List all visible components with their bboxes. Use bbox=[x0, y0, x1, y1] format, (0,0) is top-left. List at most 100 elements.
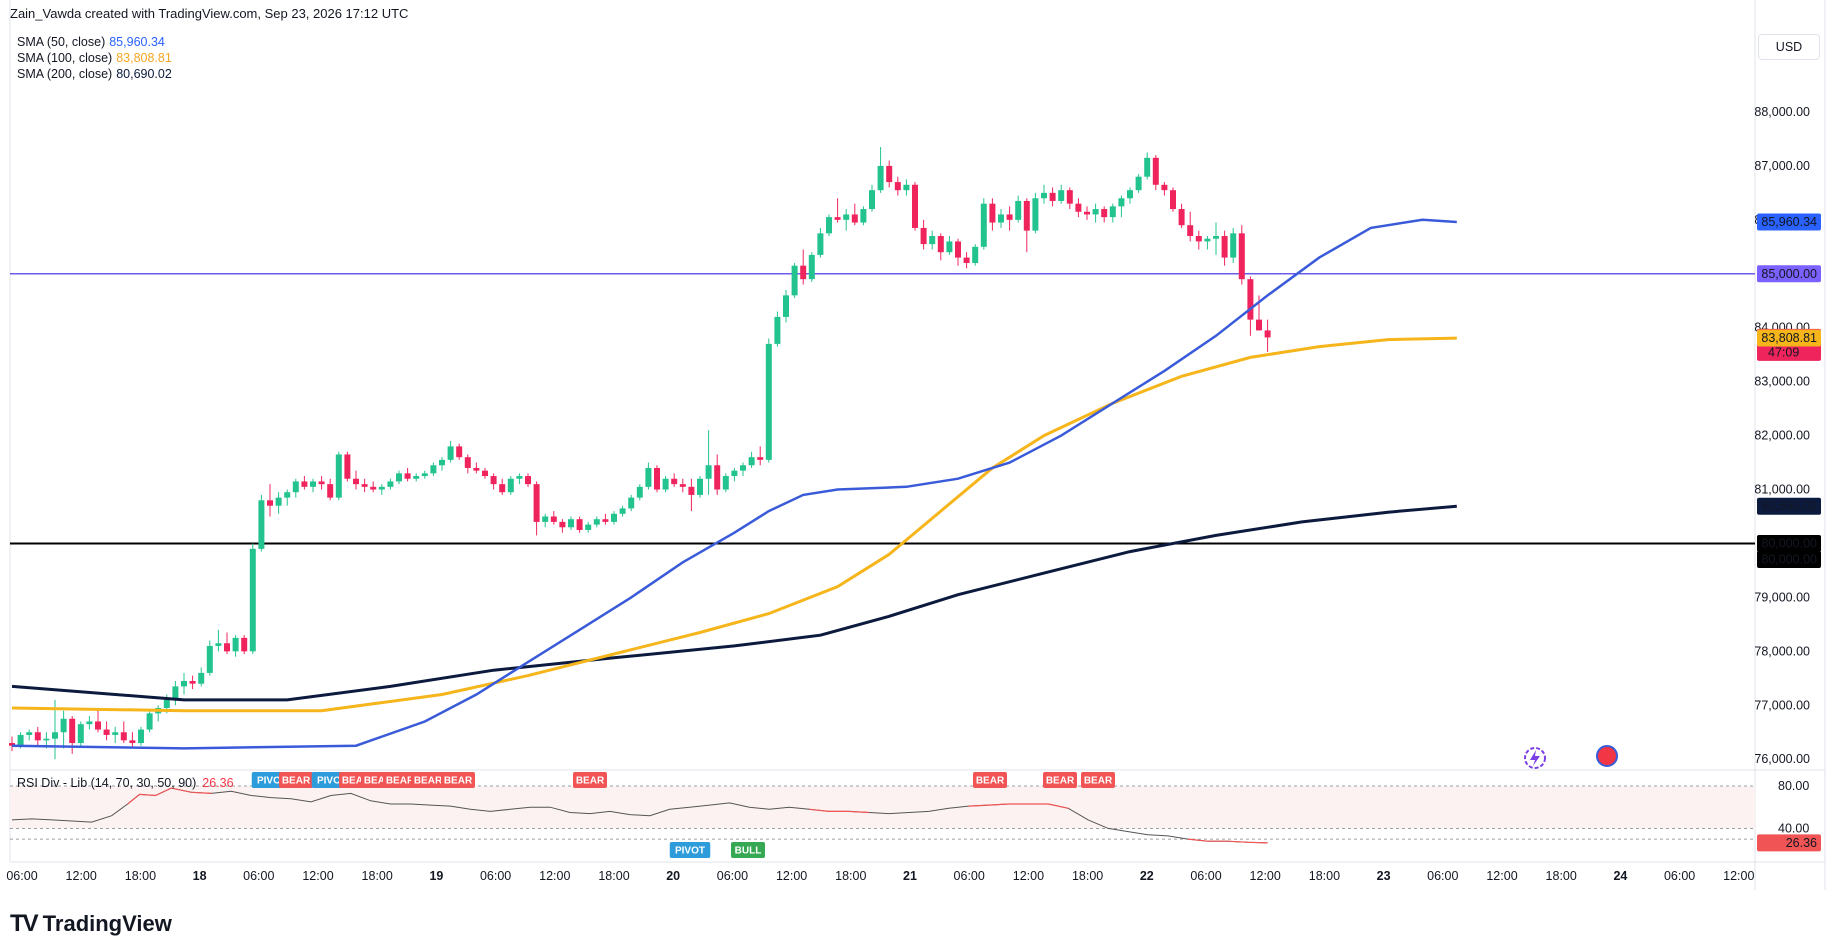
candle-body bbox=[1135, 176, 1142, 191]
legend-value: 80,690.02 bbox=[116, 67, 172, 81]
lightning-icon[interactable] bbox=[1522, 745, 1548, 771]
candle-body bbox=[60, 718, 67, 733]
candle-body bbox=[920, 227, 927, 245]
candle-body bbox=[120, 732, 127, 741]
candle-body bbox=[800, 265, 807, 280]
candle-body bbox=[550, 516, 557, 522]
x-tick-label: 18:00 bbox=[598, 869, 629, 883]
candle-body bbox=[1058, 190, 1065, 201]
candle-body bbox=[808, 254, 815, 280]
candle-body bbox=[1178, 209, 1185, 226]
rsi-signal-label: BEAR bbox=[1084, 776, 1113, 787]
candle-body bbox=[636, 486, 643, 498]
y-tick-label: 77,000.00 bbox=[1754, 698, 1810, 712]
countdown-label: 47:09 bbox=[1768, 345, 1799, 359]
candle-body bbox=[533, 484, 540, 522]
candle-body bbox=[456, 446, 463, 458]
rsi-extreme-segment bbox=[1187, 838, 1268, 844]
us-flag-icon[interactable] bbox=[1596, 745, 1618, 767]
candle-body bbox=[34, 732, 41, 741]
x-tick-label: 12:00 bbox=[539, 869, 570, 883]
candle-body bbox=[499, 484, 506, 493]
rsi-current-bg bbox=[1757, 834, 1821, 852]
rsi-signal-bear[interactable] bbox=[441, 772, 475, 788]
candle-body bbox=[662, 478, 669, 490]
x-tick-label: 18:00 bbox=[362, 869, 393, 883]
legend-value: 83,808.81 bbox=[116, 51, 172, 65]
x-tick-label: 21 bbox=[903, 869, 917, 883]
x-tick-label: 18:00 bbox=[1309, 869, 1340, 883]
rsi-signal-label: PIVOT bbox=[675, 846, 705, 857]
candle-body bbox=[95, 721, 101, 730]
y-tick-label: 76,000.00 bbox=[1754, 752, 1810, 766]
rsi-signal-label: BEAR bbox=[342, 776, 371, 787]
candle-body bbox=[1118, 198, 1125, 207]
candle-body bbox=[722, 476, 729, 490]
candle-body bbox=[765, 343, 772, 460]
x-tick-label: 06:00 bbox=[1664, 869, 1695, 883]
candle-body bbox=[1066, 190, 1073, 204]
candle-body bbox=[215, 643, 222, 646]
rsi-signal-bear[interactable] bbox=[973, 772, 1007, 788]
price-label-bg bbox=[1757, 329, 1821, 347]
candle-body bbox=[86, 721, 93, 725]
tradingview-brand: TV TradingView bbox=[10, 910, 172, 938]
rsi-signal-bear[interactable] bbox=[1043, 772, 1077, 788]
currency-button[interactable]: USD bbox=[1758, 34, 1820, 60]
candle-body bbox=[138, 729, 144, 744]
rsi-signal-bear[interactable] bbox=[411, 772, 445, 788]
rsi-signal-bull[interactable] bbox=[731, 842, 765, 858]
candle-body bbox=[396, 473, 402, 482]
candle-body bbox=[740, 465, 746, 471]
candle-body bbox=[129, 740, 136, 744]
rsi-signal-label: BEAR bbox=[386, 776, 415, 787]
price-label: 80,690.02 bbox=[1761, 499, 1817, 513]
candle-body bbox=[860, 209, 867, 223]
rsi-signal-label: BEAR bbox=[976, 776, 1005, 787]
candle-body bbox=[937, 236, 944, 253]
x-tick-label: 12:00 bbox=[66, 869, 97, 883]
rsi-signal-bear[interactable] bbox=[1081, 772, 1115, 788]
rsi-current-label: 26.36 bbox=[1786, 836, 1817, 850]
y-tick-label: 81,000.00 bbox=[1754, 483, 1810, 497]
candle-body bbox=[361, 484, 368, 487]
candle-body bbox=[464, 457, 471, 468]
candle-body bbox=[619, 508, 626, 514]
rsi-signal-bear[interactable] bbox=[383, 772, 417, 788]
candle-body bbox=[748, 457, 755, 466]
candle-body bbox=[731, 470, 738, 477]
candle-body bbox=[843, 214, 850, 220]
candle-body bbox=[292, 481, 299, 493]
rsi-signal-bear[interactable] bbox=[573, 772, 607, 788]
chart-header: Zain_Vawda created with TradingView.com,… bbox=[10, 6, 409, 21]
candle-body bbox=[1256, 319, 1262, 331]
candle-body bbox=[1032, 198, 1039, 231]
x-tick-label: 12:00 bbox=[1250, 869, 1281, 883]
candle-body bbox=[430, 465, 437, 474]
candle-body bbox=[344, 454, 351, 479]
candle-body bbox=[688, 486, 695, 495]
rsi-signal-bear[interactable] bbox=[279, 772, 313, 788]
candle-body bbox=[791, 265, 798, 296]
x-tick-label: 23 bbox=[1377, 869, 1391, 883]
y-tick-label: 78,000.00 bbox=[1754, 644, 1810, 658]
candle-body bbox=[1127, 190, 1133, 199]
candle-body bbox=[989, 203, 996, 223]
candle-body bbox=[576, 519, 583, 530]
candle-body bbox=[490, 476, 497, 485]
candle-body bbox=[146, 713, 153, 730]
x-tick-label: 06:00 bbox=[6, 869, 37, 883]
candle-body bbox=[1109, 206, 1116, 218]
legend-sma-2[interactable]: SMA (200, close) 80,690.02 bbox=[17, 67, 172, 81]
candle-body bbox=[817, 233, 824, 255]
candle-body bbox=[1204, 238, 1211, 242]
candle-body bbox=[602, 519, 609, 522]
legend-sma-0[interactable]: SMA (50, close) 85,960.34 bbox=[17, 35, 165, 49]
rsi-extreme-segment bbox=[809, 808, 870, 814]
rsi-signal-pivot[interactable] bbox=[669, 842, 711, 858]
candle-body bbox=[1213, 236, 1219, 239]
legend-sma-1[interactable]: SMA (100, close) 83,808.81 bbox=[17, 51, 172, 65]
candle-body bbox=[284, 492, 291, 498]
candle-body bbox=[542, 516, 549, 522]
